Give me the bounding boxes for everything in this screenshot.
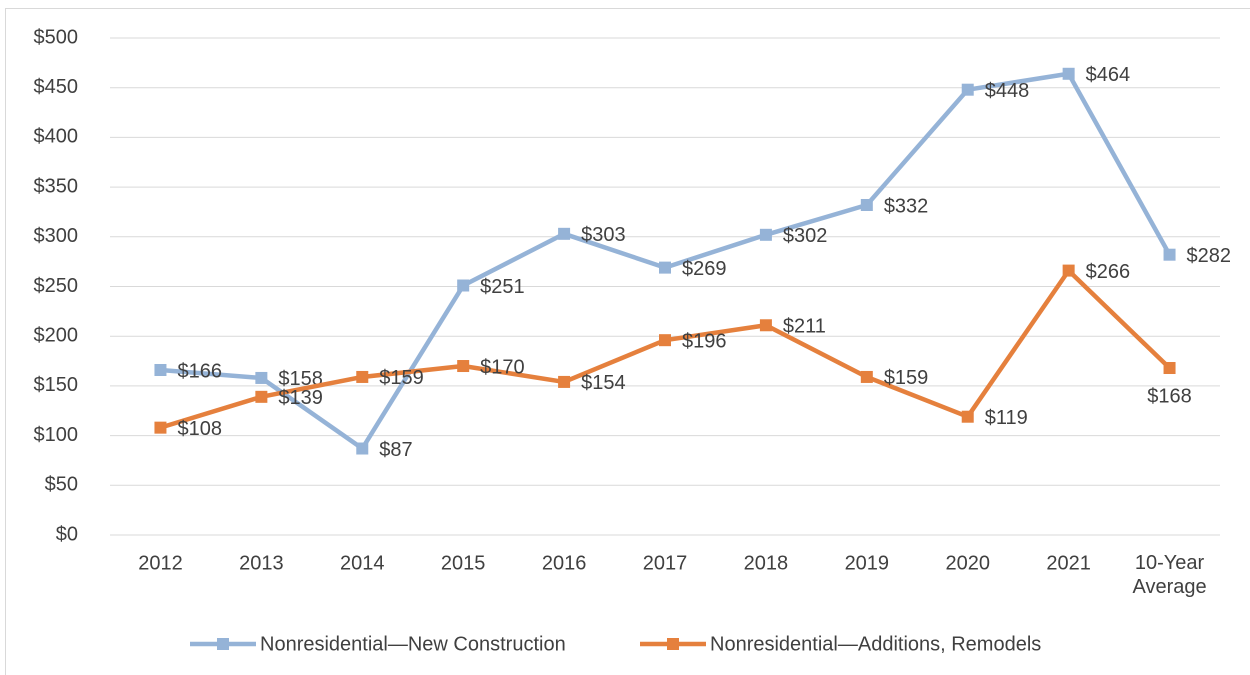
data-label: $464 (1086, 64, 1131, 86)
marker (154, 363, 167, 376)
chart-frame (5, 8, 1250, 675)
marker (860, 370, 873, 383)
marker (961, 83, 974, 96)
y-tick-label: $500 (34, 26, 79, 48)
y-tick-label: $350 (34, 175, 79, 197)
x-tick-label: 2020 (945, 552, 990, 574)
x-tick-label: 2018 (744, 552, 789, 574)
data-label: $282 (1187, 245, 1232, 267)
marker (860, 198, 873, 211)
marker (1062, 264, 1075, 277)
x-tick-label: 2019 (845, 552, 890, 574)
data-label: $269 (682, 258, 727, 280)
marker (1163, 248, 1176, 261)
x-tick-label: 2013 (239, 552, 284, 574)
data-label: $448 (985, 80, 1030, 102)
y-tick-label: $50 (45, 474, 78, 496)
legend-label: Nonresidential—New Construction (260, 633, 566, 655)
legend-marker (667, 638, 679, 650)
marker (255, 390, 268, 403)
marker (961, 410, 974, 423)
marker (558, 375, 571, 388)
marker (1062, 67, 1075, 80)
marker (759, 228, 772, 241)
x-tick-label: 10-Year Average (1132, 552, 1206, 598)
marker (154, 421, 167, 434)
x-tick-label: 2017 (643, 552, 688, 574)
marker (558, 227, 571, 240)
x-tick-label: 2014 (340, 552, 385, 574)
data-label: $159 (379, 367, 424, 389)
data-label: $170 (480, 356, 525, 378)
y-tick-label: $250 (34, 275, 79, 297)
marker (659, 334, 671, 347)
data-label: $119 (985, 407, 1028, 429)
y-tick-label: $0 (56, 523, 78, 545)
marker (659, 261, 671, 274)
x-tick-label: 2021 (1046, 552, 1091, 574)
y-tick-label: $400 (34, 126, 79, 148)
data-label: $159 (884, 367, 929, 389)
data-label: $303 (581, 224, 626, 246)
y-tick-label: $150 (34, 374, 79, 396)
data-label: $166 (177, 360, 222, 382)
data-label: $211 (783, 316, 826, 338)
marker (356, 442, 369, 455)
y-tick-label: $300 (34, 225, 79, 247)
marker (255, 371, 268, 384)
data-label: $266 (1086, 261, 1131, 283)
data-label: $108 (177, 418, 222, 440)
data-label: $168 (1147, 385, 1192, 407)
marker (457, 360, 470, 373)
x-tick-label: 2015 (441, 552, 486, 574)
marker (759, 319, 772, 332)
marker (457, 279, 470, 292)
y-tick-label: $100 (34, 424, 79, 446)
y-tick-label: $450 (34, 76, 79, 98)
x-tick-label: 2016 (542, 552, 587, 574)
y-tick-label: $200 (34, 324, 79, 346)
marker (1163, 362, 1176, 375)
data-label: $154 (581, 372, 626, 394)
legend-marker (217, 638, 229, 650)
data-label: $332 (884, 195, 929, 217)
legend-label: Nonresidential—Additions, Remodels (710, 633, 1041, 655)
data-label: $87 (379, 439, 412, 461)
data-label: $139 (278, 387, 323, 409)
marker (356, 370, 369, 383)
data-label: $251 (480, 276, 525, 298)
x-tick-label: 2012 (138, 552, 183, 574)
data-label: $196 (682, 330, 727, 352)
data-label: $302 (783, 225, 828, 247)
